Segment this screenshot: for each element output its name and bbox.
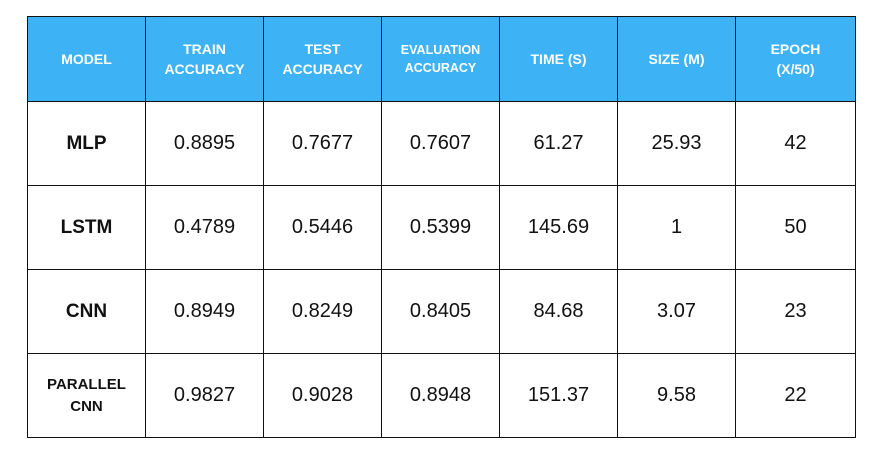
header-row: MODEL TRAIN ACCURACY TEST ACCURACY EVALU… xyxy=(27,16,856,102)
header-time: TIME (s) xyxy=(499,16,618,102)
evaluation-accuracy-cell: 0.8948 xyxy=(381,353,500,438)
header-size-line-1: SIZE (M) xyxy=(648,51,705,67)
table-row: LSTM 0.4789 0.5446 0.5399 145.69 1 50 xyxy=(27,185,856,270)
time-cell: 151.37 xyxy=(499,353,618,438)
header-evaluation-accuracy: EVALUATION ACCURACY xyxy=(381,16,500,102)
time-cell: 61.27 xyxy=(499,101,618,186)
results-table: MODEL TRAIN ACCURACY TEST ACCURACY EVALU… xyxy=(27,16,856,438)
header-test-accuracy: TEST ACCURACY xyxy=(263,16,382,102)
header-time-line-1: TIME (s) xyxy=(530,51,587,67)
model-name-cell: MLP xyxy=(27,101,146,186)
test-accuracy-cell: 0.7677 xyxy=(263,101,382,186)
test-accuracy-cell: 0.8249 xyxy=(263,269,382,354)
model-name-line-2: CNN xyxy=(70,397,103,415)
header-test-accuracy-line-1: TEST xyxy=(304,41,341,57)
time-cell: 84.68 xyxy=(499,269,618,354)
header-model: MODEL xyxy=(27,16,146,102)
size-cell: 25.93 xyxy=(617,101,736,186)
train-accuracy-cell: 0.8949 xyxy=(145,269,264,354)
train-accuracy-cell: 0.8895 xyxy=(145,101,264,186)
header-epoch-line-2: (x/50) xyxy=(776,61,815,77)
table-row: PARALLEL CNN 0.9827 0.9028 0.8948 151.37… xyxy=(27,353,856,438)
model-name: MLP xyxy=(66,132,107,154)
header-evaluation-accuracy-line-1: EVALUATION xyxy=(400,43,481,57)
header-train-accuracy-line-1: TRAIN xyxy=(183,41,226,57)
epoch-cell: 42 xyxy=(735,101,856,186)
test-accuracy-cell: 0.9028 xyxy=(263,353,382,438)
epoch-cell: 23 xyxy=(735,269,856,354)
size-cell: 9.58 xyxy=(617,353,736,438)
train-accuracy-cell: 0.9827 xyxy=(145,353,264,438)
table-body: MLP 0.8895 0.7677 0.7607 61.27 25.93 42 … xyxy=(27,101,856,438)
header-model-line-1: MODEL xyxy=(61,51,112,67)
model-name-line-1: PARALLEL xyxy=(47,375,126,393)
results-table-container: MODEL TRAIN ACCURACY TEST ACCURACY EVALU… xyxy=(27,16,856,438)
header-test-accuracy-line-2: ACCURACY xyxy=(282,61,363,77)
header-epoch: EPOCH (x/50) xyxy=(735,16,856,102)
header-evaluation-accuracy-line-2: ACCURACY xyxy=(404,61,477,75)
model-name-cell: LSTM xyxy=(27,185,146,270)
evaluation-accuracy-cell: 0.8405 xyxy=(381,269,500,354)
header-train-accuracy-line-2: ACCURACY xyxy=(164,61,245,77)
model-name-cell: CNN xyxy=(27,269,146,354)
size-cell: 3.07 xyxy=(617,269,736,354)
train-accuracy-cell: 0.4789 xyxy=(145,185,264,270)
model-name: LSTM xyxy=(60,216,113,238)
time-cell: 145.69 xyxy=(499,185,618,270)
table-header: MODEL TRAIN ACCURACY TEST ACCURACY EVALU… xyxy=(27,16,856,102)
header-size: SIZE (M) xyxy=(617,16,736,102)
test-accuracy-cell: 0.5446 xyxy=(263,185,382,270)
size-cell: 1 xyxy=(617,185,736,270)
header-epoch-line-1: EPOCH xyxy=(770,41,821,57)
epoch-cell: 50 xyxy=(735,185,856,270)
header-train-accuracy: TRAIN ACCURACY xyxy=(145,16,264,102)
evaluation-accuracy-cell: 0.7607 xyxy=(381,101,500,186)
epoch-cell: 22 xyxy=(735,353,856,438)
model-name: CNN xyxy=(65,300,108,322)
table-row: CNN 0.8949 0.8249 0.8405 84.68 3.07 23 xyxy=(27,269,856,354)
model-name-cell: PARALLEL CNN xyxy=(27,353,146,438)
table-row: MLP 0.8895 0.7677 0.7607 61.27 25.93 42 xyxy=(27,101,856,186)
evaluation-accuracy-cell: 0.5399 xyxy=(381,185,500,270)
